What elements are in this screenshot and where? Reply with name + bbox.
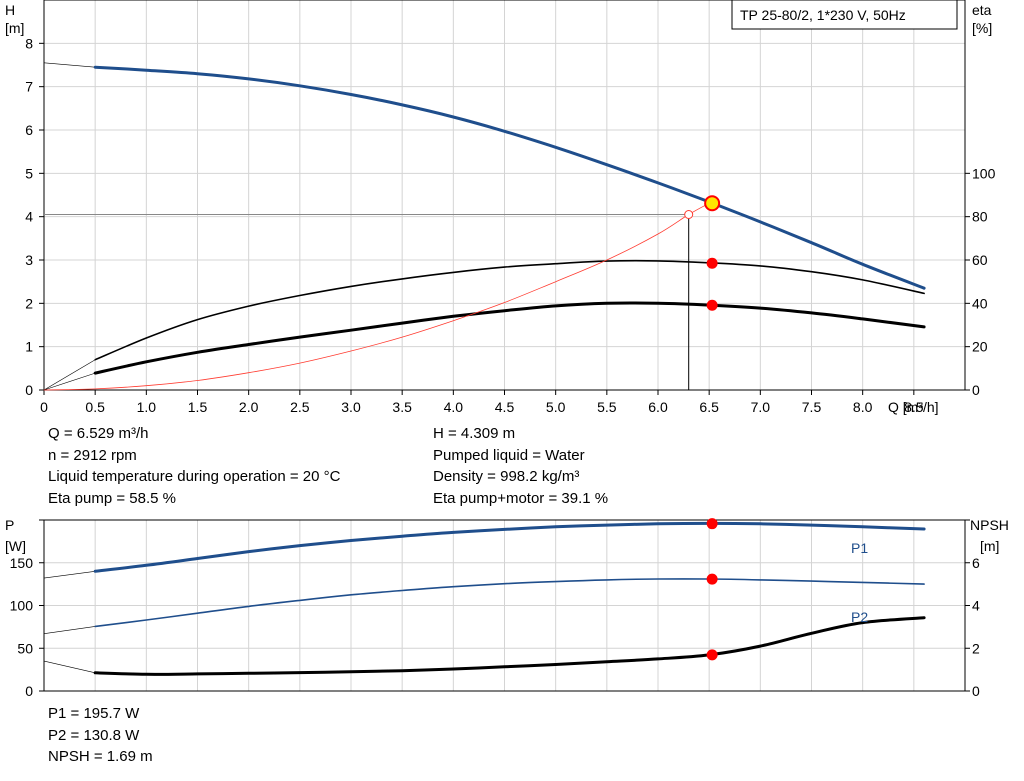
chart-title: TP 25-80/2, 1*230 V, 50Hz [740, 7, 906, 23]
operating-point-marker [704, 195, 721, 212]
info-liquid-temperature: Liquid temperature during operation = 20… [48, 468, 341, 485]
p1-curve-extension [43, 571, 96, 579]
npsh-curve [93, 616, 926, 676]
y2-tick-label: 4 [972, 598, 980, 614]
y-tick-label: 50 [17, 640, 33, 656]
info-density: Density = 998.2 kg/m³ [433, 468, 580, 485]
x-tick-label: 3.0 [341, 399, 361, 415]
y2-tick-label: 60 [972, 252, 988, 268]
x-tick-label: 5.5 [597, 399, 617, 415]
info-head: H = 4.309 m [433, 425, 516, 442]
x-tick-label: 3.5 [392, 399, 412, 415]
p1-curve [93, 521, 926, 573]
x-tick-label: 4.0 [444, 399, 464, 415]
series-label-p1: P1 [851, 540, 868, 556]
top-y2-axis-unit: [%] [972, 20, 992, 36]
npsh-curve-extension [43, 660, 96, 674]
info-eta-pump: Eta pump = 58.5 % [48, 489, 176, 507]
eta-pump-extension [43, 359, 96, 391]
x-tick-label: 6.0 [648, 399, 668, 415]
eta-total-curve [93, 301, 926, 375]
bottom-y2-axis-label: NPSH [970, 517, 1009, 533]
x-tick-label: 2.5 [290, 399, 310, 415]
top-x-axis-label: Q [m³/h] [888, 399, 939, 415]
efficiency-point-marker [706, 257, 718, 269]
y2-tick-label: 80 [972, 209, 988, 225]
y-tick-label: 7 [25, 79, 33, 95]
y-tick-label: 8 [25, 35, 33, 51]
efficiency-point-marker [706, 299, 718, 311]
bottom-y-axis-unit: [W] [5, 538, 26, 554]
y-tick-label: 6 [25, 122, 33, 138]
y-tick-label: 150 [10, 555, 34, 571]
top-y-axis-label: H [5, 2, 15, 18]
y-tick-label: 100 [10, 598, 34, 614]
x-tick-label: 5.0 [546, 399, 566, 415]
x-tick-label: 0 [40, 399, 48, 415]
grid-lines [44, 0, 965, 691]
x-tick-label: 7.5 [802, 399, 822, 415]
info-speed: n = 2912 rpm [48, 446, 137, 464]
x-tick-label: 4.5 [495, 399, 515, 415]
x-tick-label: 1.5 [188, 399, 208, 415]
eta-total-extension [43, 372, 96, 391]
eta-pump-curve [94, 259, 925, 361]
y2-tick-label: 20 [972, 339, 988, 355]
system-curve [43, 202, 710, 391]
top-info-right: H = 4.309 m Pumped liquid = Water Densit… [433, 423, 608, 509]
y2-tick-label: 6 [972, 555, 980, 571]
title-box [731, 0, 958, 30]
info-eta-pump-motor: Eta pump+motor = 39.1 % [433, 489, 609, 507]
power-point-marker [706, 518, 718, 530]
y2-tick-label: 0 [972, 382, 980, 398]
duty-points [684, 195, 721, 661]
info-pumped-liquid: Pumped liquid = Water [433, 446, 585, 464]
top-y-axis-unit: [m] [5, 20, 24, 36]
p2-curve-extension [43, 626, 96, 634]
x-tick-label: 1.0 [137, 399, 157, 415]
npsh-point-marker [706, 649, 718, 661]
y-tick-label: 1 [25, 339, 33, 355]
x-tick-label: 2.0 [239, 399, 259, 415]
bottom-y-axis-label: P [5, 517, 14, 533]
x-tick-label: 0.5 [85, 399, 105, 415]
p2-curve [94, 578, 925, 628]
info-p2: P2 = 130.8 W [48, 726, 140, 744]
y-tick-label: 4 [25, 209, 33, 225]
series-label-p2: P2 [851, 609, 868, 625]
bottom-y2-axis-unit: [m] [980, 538, 999, 554]
head-curve [93, 65, 926, 290]
info-npsh: NPSH = 1.69 m [48, 748, 153, 765]
power-point-marker [706, 573, 718, 585]
system-point-marker [684, 210, 694, 219]
x-tick-label: 8.0 [853, 399, 873, 415]
top-info-left: Q = 6.529 m³/h n = 2912 rpm Liquid tempe… [48, 423, 340, 509]
y2-tick-label: 40 [972, 295, 988, 311]
x-tick-label: 6.5 [699, 399, 719, 415]
y-tick-label: 2 [25, 295, 33, 311]
y-tick-label: 0 [25, 683, 33, 699]
y-tick-label: 0 [25, 382, 33, 398]
tick-labels: 0 0.5 1.0 1.5 2.0 2.5 3.0 3.5 4.0 4.5 5.0 5.5 6.0 6.5… [10, 35, 996, 699]
info-p1: P1 = 195.7 W [48, 705, 140, 722]
x-tick-label: 7.0 [751, 399, 771, 415]
y2-tick-label: 2 [972, 640, 980, 656]
y-tick-label: 3 [25, 252, 33, 268]
y-tick-label: 5 [25, 165, 33, 181]
top-y2-axis-label: eta [972, 2, 992, 18]
curves [43, 62, 926, 676]
y2-tick-label: 100 [972, 165, 996, 181]
bottom-info: P1 = 195.7 W P2 = 130.8 W NPSH = 1.69 m [48, 703, 153, 768]
y2-tick-label: 0 [972, 683, 980, 699]
info-flow: Q = 6.529 m³/h [48, 425, 149, 442]
x-tick-label: 8.5 [904, 399, 924, 415]
head-curve-extension [43, 62, 96, 68]
